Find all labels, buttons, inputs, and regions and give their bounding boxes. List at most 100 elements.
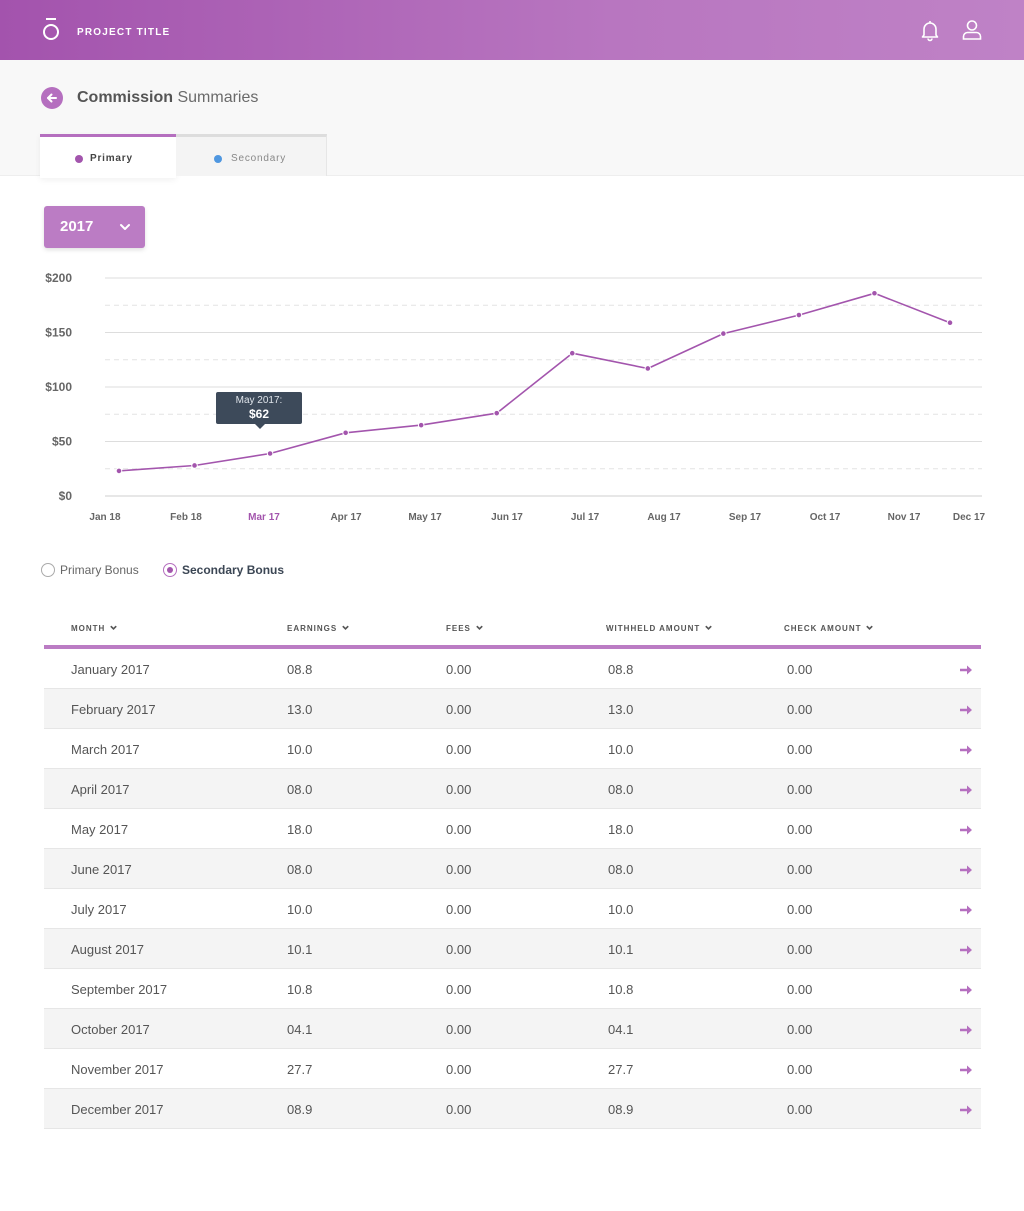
y-tick-label: $150 [45, 326, 72, 340]
y-tick-label: $100 [45, 380, 72, 394]
x-tick-label[interactable]: Oct 17 [810, 512, 841, 523]
tooltip-value: $62 [248, 407, 270, 421]
user-icon [962, 20, 982, 40]
data-point[interactable] [266, 450, 274, 457]
x-tick-label[interactable]: Jul 17 [571, 512, 600, 523]
data-point[interactable] [342, 429, 349, 437]
tab-primary[interactable]: Primary [40, 134, 176, 178]
arrow-right-icon[interactable] [959, 1023, 973, 1037]
arrow-right-icon[interactable] [959, 1063, 973, 1077]
table-row[interactable]: December 2017 08.9 0.00 08.9 0.00 [44, 1089, 981, 1129]
data-point[interactable] [871, 289, 878, 297]
cell-fees: 0.00 [446, 782, 472, 797]
chevron-down-icon [342, 625, 350, 630]
tab-secondary-dot [214, 155, 222, 163]
year-select[interactable]: 2017 [44, 206, 145, 248]
arrow-left-icon [47, 93, 57, 103]
brand-logo[interactable] [42, 18, 60, 42]
arrow-right-icon[interactable] [959, 743, 973, 757]
arrow-right-icon[interactable] [959, 703, 973, 717]
table-row[interactable]: January 2017 08.8 0.00 08.8 0.00 [44, 649, 981, 689]
cell-fees: 0.00 [446, 822, 472, 837]
tab-secondary[interactable]: Secondary [176, 134, 327, 176]
x-tick-label[interactable]: Feb 18 [170, 512, 202, 523]
data-point[interactable] [946, 319, 954, 326]
cell-earnings: 08.8 [287, 662, 313, 677]
secondary-bonus-label: Secondary Bonus [182, 563, 285, 577]
cell-withheld-amount: 08.0 [608, 862, 634, 877]
x-tick-label[interactable]: May 17 [408, 512, 442, 523]
table-row[interactable]: May 2017 18.0 0.00 18.0 0.00 [44, 809, 981, 849]
tab-primary-dot [75, 155, 83, 163]
arrow-right-icon[interactable] [959, 903, 973, 917]
cell-month: July 2017 [71, 902, 127, 917]
chevron-down-icon [705, 625, 713, 630]
year-select-value: 2017 [60, 218, 94, 235]
cell-fees: 0.00 [446, 702, 472, 717]
table-row[interactable]: November 2017 27.7 0.00 27.7 0.00 [44, 1049, 981, 1089]
x-tick-label[interactable]: Jan 18 [89, 512, 121, 523]
series-points [115, 289, 954, 475]
x-tick-label[interactable]: Dec 17 [953, 512, 986, 523]
table-row[interactable]: September 2017 10.8 0.00 10.8 0.00 [44, 969, 981, 1009]
chart-grid [105, 277, 982, 497]
cell-month: February 2017 [71, 702, 156, 717]
cell-earnings: 13.0 [287, 702, 313, 717]
arrow-right-icon[interactable] [959, 863, 973, 877]
tooltip-label: May 2017: [235, 395, 283, 406]
cell-earnings: 18.0 [287, 822, 313, 837]
data-point[interactable] [644, 365, 652, 372]
data-point[interactable] [191, 462, 198, 469]
tab-secondary-label: Secondary [231, 153, 287, 164]
commission-table: MONTH EARNINGS FEES WITHHELD AMOUNT CHEC… [44, 612, 981, 1129]
data-point[interactable] [115, 467, 123, 475]
arrow-right-icon[interactable] [959, 1103, 973, 1117]
column-header-earnings[interactable]: EARNINGS [287, 623, 350, 633]
arrow-right-icon[interactable] [959, 663, 973, 677]
table-row[interactable]: February 2017 13.0 0.00 13.0 0.00 [44, 689, 981, 729]
cell-check-amount: 0.00 [787, 862, 813, 877]
data-point[interactable] [417, 421, 425, 429]
table-row[interactable]: June 2017 08.0 0.00 08.0 0.00 [44, 849, 981, 889]
cell-check-amount: 0.00 [787, 702, 813, 717]
column-header-fees[interactable]: FEES [446, 623, 484, 633]
profile-button[interactable] [960, 18, 984, 42]
cell-fees: 0.00 [446, 1102, 472, 1117]
arrow-right-icon[interactable] [959, 823, 973, 837]
chevron-down-icon [866, 625, 874, 630]
column-header-check-amount[interactable]: CHECK AMOUNT [784, 623, 874, 633]
table-header: MONTH EARNINGS FEES WITHHELD AMOUNT CHEC… [44, 612, 981, 649]
arrow-right-icon[interactable] [959, 983, 973, 997]
cell-earnings: 04.1 [287, 1022, 313, 1037]
back-button[interactable] [41, 87, 63, 109]
cell-earnings: 10.0 [287, 742, 313, 757]
x-tick-label[interactable]: Sep 17 [729, 512, 762, 523]
data-point[interactable] [493, 409, 501, 417]
x-tick-label[interactable]: Nov 17 [888, 512, 921, 523]
cell-withheld-amount: 10.1 [608, 942, 634, 957]
data-point[interactable] [568, 349, 576, 357]
cell-fees: 0.00 [446, 742, 472, 757]
table-row[interactable]: August 2017 10.1 0.00 10.1 0.00 [44, 929, 981, 969]
cell-check-amount: 0.00 [787, 1022, 813, 1037]
x-tick-label[interactable]: Mar 17 [248, 512, 280, 523]
notifications-button[interactable] [918, 18, 942, 42]
data-point[interactable] [720, 330, 727, 337]
column-header-check-label: CHECK AMOUNT [784, 624, 862, 633]
x-tick-label[interactable]: Aug 17 [647, 512, 681, 523]
column-header-month[interactable]: MONTH [71, 623, 118, 633]
table-row[interactable]: July 2017 10.0 0.00 10.0 0.00 [44, 889, 981, 929]
column-header-withheld-amount[interactable]: WITHHELD AMOUNT [606, 623, 713, 633]
arrow-right-icon[interactable] [959, 783, 973, 797]
arrow-right-icon[interactable] [959, 943, 973, 957]
cell-month: January 2017 [71, 662, 150, 677]
x-tick-label[interactable]: Apr 17 [330, 512, 362, 523]
table-row[interactable]: October 2017 04.1 0.00 04.1 0.00 [44, 1009, 981, 1049]
page-title: Commission Summaries [77, 89, 258, 107]
table-row[interactable]: March 2017 10.0 0.00 10.0 0.00 [44, 729, 981, 769]
x-axis-ticks: Jan 18 Feb 18 Mar 17 Apr 17 May 17 Jun 17 Jul … [89, 512, 985, 523]
x-tick-label[interactable]: Jun 17 [491, 512, 523, 523]
data-point[interactable] [795, 311, 803, 319]
table-row[interactable]: April 2017 08.0 0.00 08.0 0.00 [44, 769, 981, 809]
cell-withheld-amount: 10.8 [608, 982, 634, 997]
